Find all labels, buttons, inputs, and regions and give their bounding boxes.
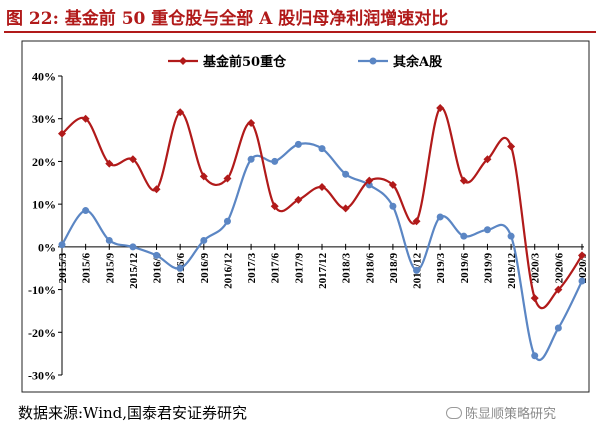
legend: 基金前50重仓 其余A股	[168, 54, 442, 70]
x-tick-label: 2017/3	[246, 252, 258, 283]
x-tick-label: 2018/9	[388, 252, 400, 283]
x-tick-label: 2020/6	[553, 252, 565, 283]
y-tick-label: -30%	[28, 369, 56, 383]
data-point-series-2	[436, 213, 444, 221]
data-point-series-2	[105, 236, 113, 244]
data-point-series-1	[128, 155, 137, 164]
data-point-series-2	[531, 352, 539, 360]
x-tick-label: 2016/3	[152, 252, 164, 283]
data-point-series-2	[82, 207, 90, 215]
series-line-2	[61, 142, 583, 361]
y-tick-label: -10%	[28, 283, 56, 297]
data-point-series-1	[459, 176, 468, 185]
x-tick-label: 2015/9	[104, 252, 116, 283]
source-note: 数据来源:Wind,国泰君安证券研究	[18, 404, 248, 422]
data-point-series-2	[271, 157, 279, 165]
data-point-series-1	[105, 159, 114, 168]
x-tick-label: 2018/6	[364, 252, 376, 283]
y-tick-label: 20%	[32, 155, 56, 169]
data-point-series-1	[483, 155, 492, 164]
x-tick-label: 2019/6	[459, 252, 471, 283]
y-tick-label: 40%	[32, 70, 56, 84]
chart-title: 图 22: 基金前 50 重仓股与全部 A 股归母净利润增速对比	[6, 9, 449, 29]
data-point-series-1	[247, 118, 256, 127]
data-point-series-2	[413, 266, 421, 274]
data-point-series-2	[294, 140, 302, 148]
x-tick-label: 2015/3	[57, 252, 69, 283]
data-point-series-1	[270, 202, 279, 211]
x-tick-label: 2015/6	[81, 252, 93, 283]
data-point-series-1	[412, 217, 421, 226]
legend-marker	[179, 57, 187, 65]
data-point-series-1	[578, 251, 586, 260]
y-tick-label: -20%	[28, 326, 56, 340]
y-tick-label: 0%	[38, 240, 56, 254]
legend-label: 基金前50重仓	[202, 54, 287, 70]
x-tick-label: 2019/9	[482, 252, 494, 283]
data-point-series-2	[153, 251, 161, 259]
data-point-series-1	[507, 142, 516, 151]
x-tick-label: 2020/3	[530, 252, 542, 283]
plot-border	[21, 40, 590, 393]
data-point-series-2	[129, 243, 137, 251]
data-point-series-2	[223, 217, 231, 225]
x-tick-label: 2018/3	[341, 252, 353, 283]
x-tick-label: 2017/9	[293, 252, 305, 283]
data-point-series-2	[507, 232, 515, 240]
data-point-series-2	[578, 277, 586, 285]
wechat-icon	[446, 407, 462, 419]
legend-marker	[369, 57, 377, 65]
data-point-series-1	[554, 285, 563, 294]
data-point-series-1	[365, 176, 374, 185]
title-rule	[4, 31, 596, 33]
data-point-series-2	[483, 226, 491, 234]
data-point-series-1	[530, 294, 539, 303]
series-layer	[58, 104, 586, 361]
x-tick-label: 2019/12	[506, 252, 518, 289]
legend-label: 其余A股	[393, 54, 442, 70]
x-tick-label: 2017/12	[317, 252, 329, 289]
data-point-series-1	[388, 180, 397, 189]
x-tick-label: 2019/3	[435, 252, 447, 283]
data-point-series-1	[58, 129, 66, 138]
data-point-series-2	[318, 145, 326, 153]
data-point-series-1	[152, 185, 161, 194]
data-point-series-1	[436, 104, 445, 113]
data-point-series-1	[176, 108, 185, 117]
data-point-series-2	[58, 241, 66, 249]
data-point-series-1	[199, 172, 208, 181]
data-point-series-2	[342, 170, 350, 178]
data-point-series-1	[341, 204, 350, 213]
x-tick-label: 2016/9	[199, 252, 211, 283]
y-tick-label: 30%	[32, 112, 56, 126]
data-point-series-2	[247, 155, 255, 163]
data-point-series-1	[294, 195, 303, 204]
data-point-series-1	[223, 174, 232, 183]
data-point-series-1	[81, 114, 90, 123]
x-tick-label: 2017/6	[270, 252, 282, 283]
watermark: 陈显顺策略研究	[446, 403, 556, 422]
watermark-label: 陈显顺策略研究	[465, 407, 557, 422]
data-point-series-1	[318, 183, 326, 192]
data-point-series-2	[460, 232, 468, 240]
x-tick-label: 2015/12	[128, 252, 140, 289]
x-tick-label: 2016/12	[222, 252, 234, 289]
y-tick-label: 10%	[32, 198, 56, 212]
data-point-series-2	[389, 202, 397, 210]
data-point-series-2	[176, 264, 184, 272]
data-point-series-2	[200, 236, 208, 244]
data-point-series-2	[554, 324, 562, 332]
axes: 40% 30% 20% 10% 0% -10% -20% -30% 2015/3 2015/6 20…	[28, 70, 589, 383]
